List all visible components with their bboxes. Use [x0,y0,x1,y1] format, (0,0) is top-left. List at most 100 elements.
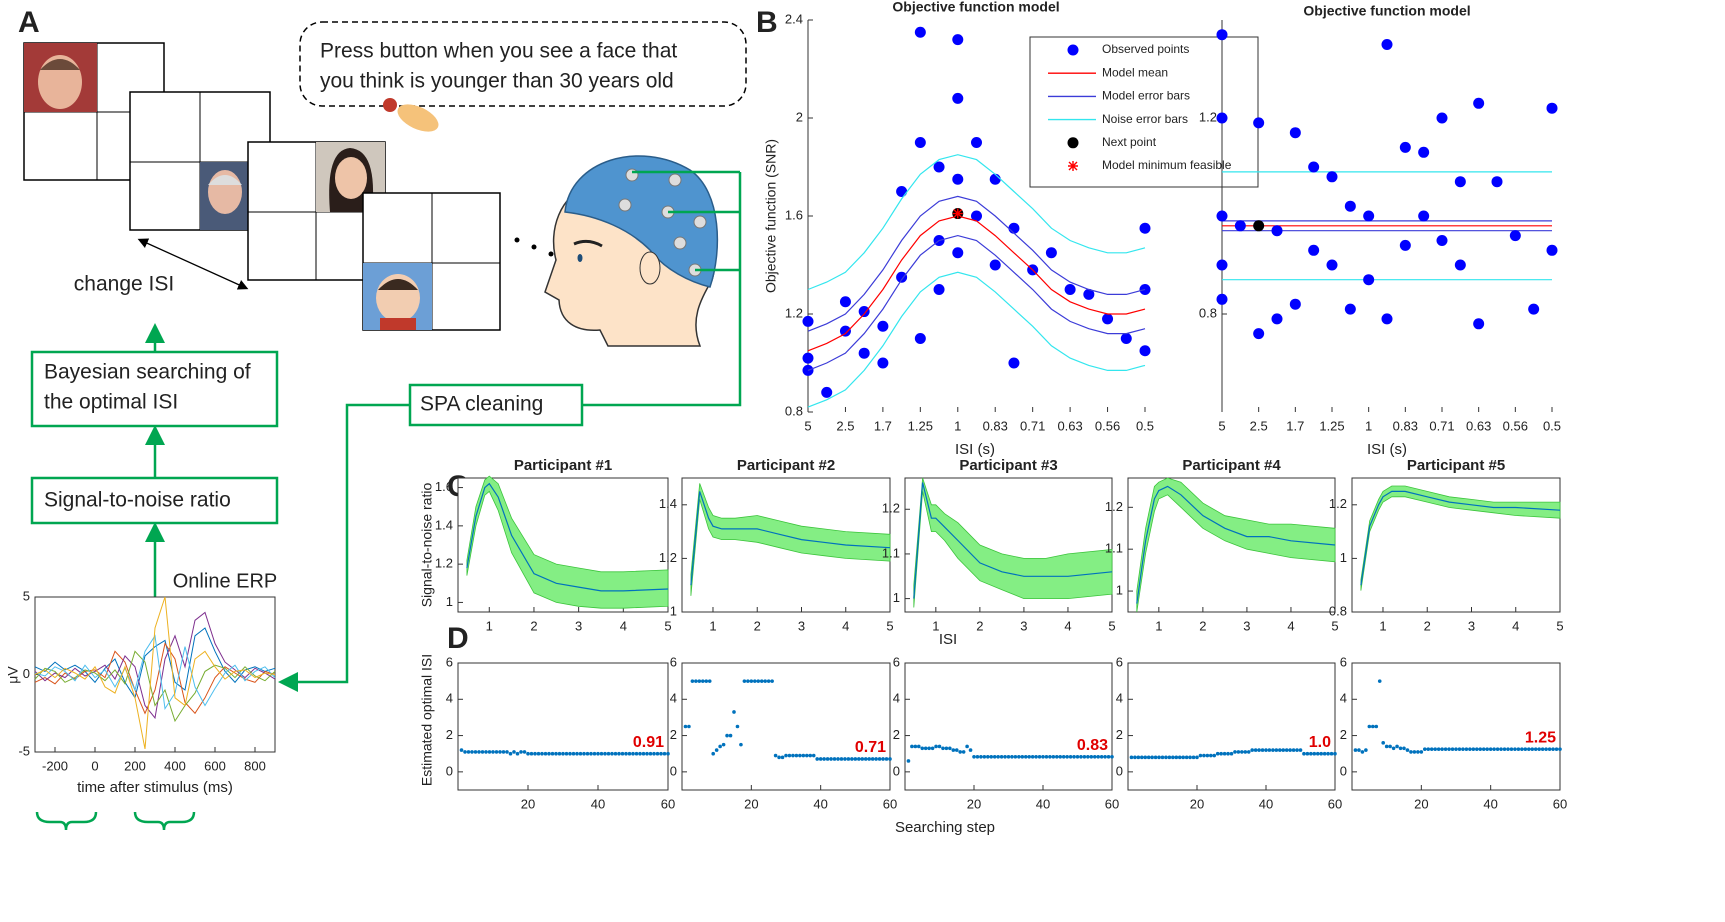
x-tick-label: 0.83 [1393,418,1418,433]
data-point [971,210,982,222]
y-axis-label: Objective function (SNR) [763,139,779,293]
x-tick-label: 1.25 [1319,418,1344,433]
data-point [1017,754,1021,759]
data-point [1061,754,1066,759]
data-point [1174,755,1179,760]
x-tick-label: 5 [1331,618,1338,633]
data-point [870,757,875,761]
x-axis-label: ISI [939,631,957,648]
data-point [1326,171,1338,183]
x-tick-label: 40 [1259,796,1273,811]
x-tick-label: 0 [91,758,98,773]
y-tick-label: 1 [893,590,900,605]
data-point [1075,754,1080,759]
data-point [1443,747,1448,751]
x-tick-label: 3 [575,618,582,633]
x-tick-label: 4 [1512,618,1519,633]
series-line [34,642,276,715]
eeg-head [514,155,742,407]
data-point [753,679,757,683]
data-point [1003,754,1007,759]
data-point [1468,747,1472,751]
data-point [914,26,926,38]
data-point [1191,755,1196,760]
data-point [697,679,702,683]
data-point [1381,741,1385,745]
data-point [941,746,945,751]
data-point [1363,210,1375,222]
y-tick-label: 1.2 [659,550,677,565]
data-point [641,751,646,756]
data-point [986,754,990,759]
data-point [1333,751,1337,756]
data-point [1326,751,1330,756]
data-point [860,757,865,761]
data-point [1140,755,1144,760]
data-point [666,751,670,756]
axes-box [1127,477,1336,613]
y-tick-label: 0 [23,666,30,681]
data-point [459,748,464,752]
data-point [575,751,579,756]
data-point [1488,747,1493,751]
data-point [655,751,660,756]
axes-box [34,596,276,753]
data-point [1023,754,1028,759]
data-point [739,742,743,747]
box-text: SPA cleaning [420,393,543,416]
y-tick-label: 4 [1340,691,1347,706]
x-tick-label: 20 [521,796,535,811]
data-point [839,296,851,308]
data-point [1106,754,1111,759]
x-tick-label: 1 [709,618,716,633]
chart-title: Participant #5 [1407,457,1505,474]
instruction-bubble [299,21,747,132]
panel-label: B [756,6,778,39]
x-axis-label: ISI (s) [1367,441,1407,458]
data-point [606,751,611,756]
y-tick-label: 1 [1340,550,1347,565]
data-point [1473,97,1485,109]
data-point [1506,747,1510,751]
y-tick-label: 6 [446,654,453,669]
data-point [1096,754,1100,759]
y-tick-label: 6 [670,654,677,669]
data-point [1205,753,1210,758]
data-point [971,137,982,148]
data-point [627,751,632,756]
data-point [961,750,966,754]
data-point [1481,747,1486,751]
data-point [1234,220,1246,232]
data-point [884,757,889,761]
x-tick-label: 5 [1218,418,1225,433]
data-point [1499,747,1503,751]
data-point [958,750,962,754]
data-point [975,754,980,759]
data-point [877,320,889,332]
data-point [1371,724,1375,729]
data-point [494,750,499,754]
y-tick-label: 1.2 [785,305,803,320]
data-point [1388,744,1392,749]
data-point [1092,754,1097,759]
data-point [1264,748,1268,752]
y-axis-label: Signal-to-noise ratio [419,483,435,608]
data-point [1188,755,1192,760]
chart-title: Participant #2 [737,457,835,474]
y-tick-label: 1.4 [659,496,677,511]
legend-label: Next point [1102,135,1157,149]
data-point [582,751,586,756]
x-tick-label: 2 [1199,618,1206,633]
data-point [1391,746,1396,751]
y-tick-label: 1.1 [1105,541,1123,556]
data-point [540,751,544,756]
y-tick-label: 1 [1116,583,1123,598]
data-point [1129,755,1134,760]
data-point [1399,239,1411,251]
data-point [914,333,926,344]
y-tick-label: 4 [446,691,453,706]
data-point [1440,747,1444,751]
legend-marker [1068,161,1078,171]
data-point [1502,747,1507,751]
data-point [780,755,785,760]
